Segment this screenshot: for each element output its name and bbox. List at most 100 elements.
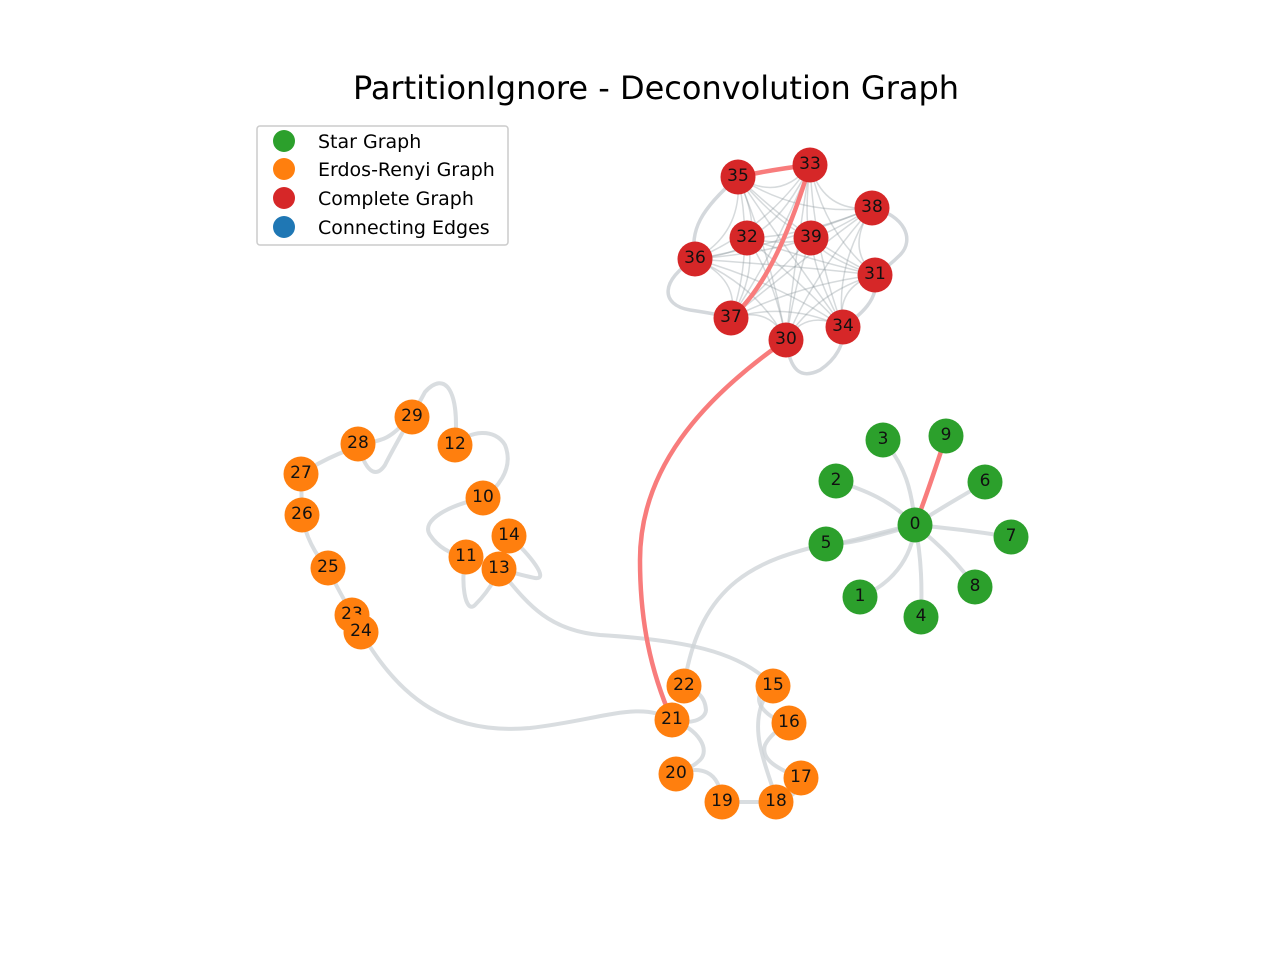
node-17: 17 bbox=[783, 760, 819, 796]
node-circle-27 bbox=[283, 456, 319, 492]
node-33: 33 bbox=[792, 147, 828, 183]
node-label-2: 2 bbox=[831, 470, 842, 490]
edge bbox=[682, 542, 828, 688]
complete-edge-33-36 bbox=[694, 164, 811, 260]
node-39: 39 bbox=[793, 220, 829, 256]
complete-edge-30-33 bbox=[785, 164, 811, 341]
legend-marker-connecting bbox=[273, 216, 295, 238]
node-label-5: 5 bbox=[821, 533, 832, 553]
node-circle-14 bbox=[491, 518, 527, 554]
node-16: 16 bbox=[771, 705, 807, 741]
node-label-30: 30 bbox=[775, 329, 797, 349]
edges-layer bbox=[299, 381, 1013, 804]
legend-label-erdos: Erdos-Renyi Graph bbox=[318, 159, 495, 181]
node-label-17: 17 bbox=[790, 767, 812, 787]
node-37: 37 bbox=[713, 300, 749, 336]
node-label-14: 14 bbox=[498, 525, 520, 545]
node-circle-15 bbox=[755, 668, 791, 704]
node-circle-12 bbox=[437, 427, 473, 463]
node-2: 2 bbox=[818, 463, 854, 499]
node-31: 31 bbox=[857, 257, 893, 293]
node-label-20: 20 bbox=[665, 763, 687, 783]
nodes-layer: 0123456789101112131415161718192021222324… bbox=[283, 147, 1029, 820]
node-18: 18 bbox=[758, 784, 794, 820]
node-32: 32 bbox=[729, 220, 765, 256]
legend-label-complete: Complete Graph bbox=[318, 188, 474, 210]
node-label-25: 25 bbox=[317, 557, 339, 577]
node-0: 0 bbox=[897, 507, 933, 543]
node-35: 35 bbox=[720, 159, 756, 195]
node-circle-18 bbox=[758, 784, 794, 820]
node-26: 26 bbox=[284, 497, 320, 533]
node-20: 20 bbox=[658, 756, 694, 792]
node-4: 4 bbox=[903, 599, 939, 635]
legend-label-star: Star Graph bbox=[318, 131, 421, 153]
node-34: 34 bbox=[825, 309, 861, 345]
complete-edge-30-35 bbox=[737, 176, 787, 341]
legend: Star Graph Erdos-Renyi Graph Complete Gr… bbox=[256, 125, 509, 246]
node-circle-8 bbox=[957, 569, 993, 605]
node-label-28: 28 bbox=[347, 433, 369, 453]
node-circle-31 bbox=[857, 257, 893, 293]
node-28: 28 bbox=[340, 426, 376, 462]
node-label-0: 0 bbox=[910, 514, 921, 534]
node-circle-13 bbox=[481, 551, 517, 587]
node-label-16: 16 bbox=[778, 712, 800, 732]
edge-30-21 bbox=[637, 337, 789, 723]
node-label-3: 3 bbox=[878, 429, 889, 449]
node-label-39: 39 bbox=[800, 227, 822, 247]
node-12: 12 bbox=[437, 427, 473, 463]
node-label-19: 19 bbox=[711, 791, 733, 811]
node-circle-9 bbox=[928, 418, 964, 454]
node-circle-35 bbox=[720, 159, 756, 195]
node-circle-4 bbox=[903, 599, 939, 635]
node-label-36: 36 bbox=[684, 248, 706, 268]
node-3: 3 bbox=[865, 422, 901, 458]
node-circle-7 bbox=[993, 519, 1029, 555]
node-36: 36 bbox=[677, 241, 713, 277]
node-circle-34 bbox=[825, 309, 861, 345]
node-11: 11 bbox=[448, 539, 484, 575]
node-label-6: 6 bbox=[980, 471, 991, 491]
node-label-4: 4 bbox=[916, 606, 927, 626]
node-label-33: 33 bbox=[799, 154, 821, 174]
node-circle-28 bbox=[340, 426, 376, 462]
complete-edge-31-36 bbox=[694, 258, 876, 276]
node-label-11: 11 bbox=[455, 546, 477, 566]
node-circle-37 bbox=[713, 300, 749, 336]
node-label-35: 35 bbox=[727, 166, 749, 186]
node-circle-19 bbox=[704, 784, 740, 820]
node-13: 13 bbox=[481, 551, 517, 587]
legend-box bbox=[256, 125, 509, 246]
node-19: 19 bbox=[704, 784, 740, 820]
edge bbox=[497, 567, 775, 688]
node-7: 7 bbox=[993, 519, 1029, 555]
node-38: 38 bbox=[854, 190, 890, 226]
complete-edge-30-38 bbox=[785, 207, 873, 341]
node-circle-5 bbox=[808, 526, 844, 562]
node-9: 9 bbox=[928, 418, 964, 454]
node-21: 21 bbox=[654, 702, 690, 738]
legend-label-connecting: Connecting Edges bbox=[318, 217, 490, 239]
node-8: 8 bbox=[957, 569, 993, 605]
node-label-38: 38 bbox=[861, 197, 883, 217]
node-label-13: 13 bbox=[488, 558, 510, 578]
node-label-27: 27 bbox=[290, 463, 312, 483]
node-label-29: 29 bbox=[401, 406, 423, 426]
node-circle-11 bbox=[448, 539, 484, 575]
node-circle-1 bbox=[842, 579, 878, 615]
node-27: 27 bbox=[283, 456, 319, 492]
node-circle-10 bbox=[465, 480, 501, 516]
node-circle-21 bbox=[654, 702, 690, 738]
node-label-10: 10 bbox=[472, 487, 494, 507]
node-1: 1 bbox=[842, 579, 878, 615]
node-label-15: 15 bbox=[762, 675, 784, 695]
node-label-24: 24 bbox=[350, 621, 372, 641]
node-circle-29 bbox=[394, 399, 430, 435]
node-circle-17 bbox=[783, 760, 819, 796]
legend-marker-complete bbox=[273, 187, 295, 209]
node-circle-38 bbox=[854, 190, 890, 226]
node-label-32: 32 bbox=[736, 227, 758, 247]
legend-marker-star bbox=[273, 130, 295, 152]
